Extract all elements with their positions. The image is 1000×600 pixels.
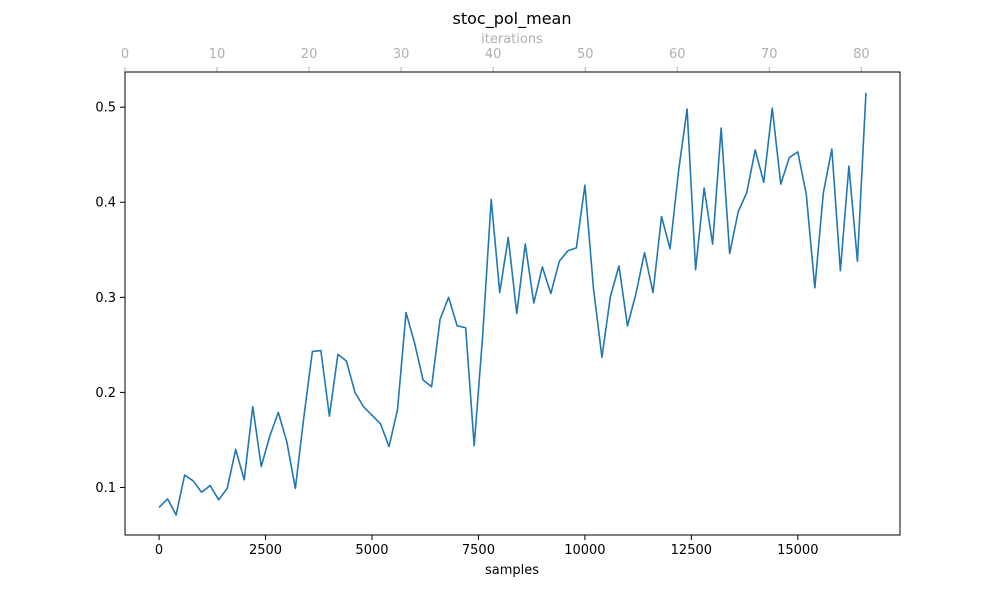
top-tick-label: 20 (301, 47, 318, 62)
top-tick-label: 70 (761, 47, 778, 62)
x-axis-title: samples (485, 563, 539, 578)
y-axis: 0.1 0.2 0.3 0.4 0.5 (95, 101, 125, 496)
top-tick-label: 40 (485, 47, 502, 62)
y-tick-label: 0.2 (95, 386, 116, 401)
chart-title: stoc_pol_mean (453, 9, 572, 29)
x-tick-label: 5000 (355, 543, 388, 558)
x-tick-label: 7500 (462, 543, 495, 558)
top-tick-label: 10 (209, 47, 226, 62)
y-tick-label: 0.4 (95, 196, 116, 211)
x-tick-label: 0 (155, 543, 163, 558)
top-tick-label: 0 (121, 47, 129, 62)
top-axis-title: iterations (481, 32, 543, 47)
x-tick-label: 2500 (249, 543, 282, 558)
top-axis: 0 10 20 30 40 50 60 70 80 (121, 47, 870, 72)
x-axis: 0 2500 5000 7500 10000 12500 15000 (155, 535, 818, 558)
series-line (158, 92, 867, 516)
top-tick-label: 30 (393, 47, 410, 62)
x-tick-label: 15000 (777, 543, 818, 558)
y-tick-label: 0.1 (95, 481, 116, 496)
top-tick-label: 50 (577, 47, 594, 62)
y-tick-label: 0.3 (95, 291, 116, 306)
top-tick-label: 60 (669, 47, 686, 62)
y-tick-label: 0.5 (95, 101, 116, 116)
top-tick-label: 80 (853, 47, 870, 62)
plot-area (124, 71, 901, 536)
x-tick-label: 12500 (671, 543, 712, 558)
x-tick-label: 10000 (564, 543, 605, 558)
